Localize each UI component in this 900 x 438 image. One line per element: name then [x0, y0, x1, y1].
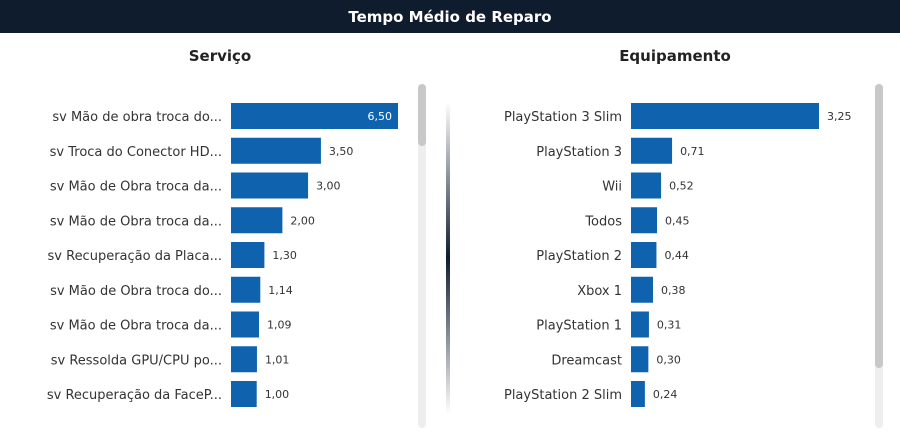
servico-category-label-8: sv Recuperação da FaceP... [47, 388, 222, 403]
equipamento-value-label-1: 0,71 [680, 145, 705, 158]
servico-bar-7[interactable] [231, 346, 257, 373]
equipamento-category-label-0: PlayStation 3 Slim [504, 110, 622, 125]
equipamento-category-label-1: PlayStation 3 [536, 145, 622, 160]
servico-category-label-2: sv Mão de Obra troca da... [50, 180, 222, 195]
servico-category-label-1: sv Troca do Conector HD... [50, 145, 222, 160]
equipamento-bar-1[interactable] [631, 137, 673, 164]
servico-category-label-0: sv Mão de obra troca do... [52, 110, 222, 125]
equipamento-category-label-5: Xbox 1 [577, 284, 622, 299]
servico-category-label-5: sv Mão de Obra troca do... [50, 284, 222, 299]
servico-value-label-0: 6,50 [368, 110, 393, 123]
equipamento-bar-6[interactable] [631, 311, 649, 338]
equipamento-bar-8[interactable] [631, 381, 645, 407]
equipamento-bar-4[interactable] [631, 242, 657, 268]
equipamento-category-label-4: PlayStation 2 [536, 249, 622, 264]
servico-value-label-2: 3,00 [316, 180, 341, 193]
equipamento-category-label-6: PlayStation 1 [536, 319, 622, 334]
equipamento-value-label-4: 0,44 [664, 249, 689, 262]
servico-chart-title: Serviço [188, 47, 252, 65]
equipamento-bar-7[interactable] [631, 346, 649, 373]
equipamento-bar-2[interactable] [631, 172, 662, 199]
equipamento-value-label-0: 3,25 [827, 110, 852, 123]
equipamento-category-label-7: Dreamcast [551, 353, 622, 368]
servico-category-label-6: sv Mão de Obra troca da... [50, 319, 222, 334]
servico-value-label-5: 1,14 [268, 284, 293, 297]
equipamento-value-label-3: 0,45 [665, 214, 690, 227]
servico-bar-8[interactable] [231, 381, 257, 407]
servico-category-label-4: sv Recuperação da Placa... [48, 249, 222, 264]
equipamento-bar-5[interactable] [631, 276, 653, 303]
report-title: Tempo Médio de Reparo [0, 0, 900, 33]
servico-bar-4[interactable] [231, 242, 265, 268]
equipamento-category-label-8: PlayStation 2 Slim [504, 388, 622, 403]
servico-bar-6[interactable] [231, 311, 260, 338]
servico-value-label-3: 2,00 [290, 214, 315, 227]
servico-bar-3[interactable] [231, 207, 283, 234]
servico-scroll-track[interactable] [418, 84, 426, 428]
servico-bar-0[interactable] [231, 103, 398, 129]
servico-bar-5[interactable] [231, 276, 261, 303]
equipamento-bar-3[interactable] [631, 207, 658, 234]
equipamento-category-label-3: Todos [584, 214, 622, 229]
equipamento-value-label-2: 0,52 [669, 180, 694, 193]
equipamento-bar-0[interactable] [631, 103, 819, 129]
equipamento-scrollbar-thumb[interactable] [875, 84, 883, 368]
panel-divider [446, 102, 450, 414]
servico-value-label-1: 3,50 [329, 145, 354, 158]
equipamento-chart-title: Equipamento [619, 47, 731, 65]
servico-category-label-7: sv Ressolda GPU/CPU po... [51, 353, 222, 368]
servico-value-label-8: 1,00 [265, 388, 290, 401]
servico-value-label-7: 1,01 [265, 353, 290, 366]
equipamento-value-label-5: 0,38 [661, 284, 686, 297]
servico-bar-2[interactable] [231, 172, 309, 199]
equipamento-value-label-6: 0,31 [657, 319, 682, 332]
servico-value-label-4: 1,30 [272, 249, 297, 262]
servico-value-label-6: 1,09 [267, 319, 292, 332]
equipamento-value-label-7: 0,30 [656, 353, 681, 366]
equipamento-value-label-8: 0,24 [653, 388, 678, 401]
servico-bar-1[interactable] [231, 137, 321, 164]
equipamento-category-label-2: Wii [602, 180, 622, 195]
servico-category-label-3: sv Mão de Obra troca da... [50, 214, 222, 229]
servico-scrollbar-thumb[interactable] [418, 84, 426, 146]
